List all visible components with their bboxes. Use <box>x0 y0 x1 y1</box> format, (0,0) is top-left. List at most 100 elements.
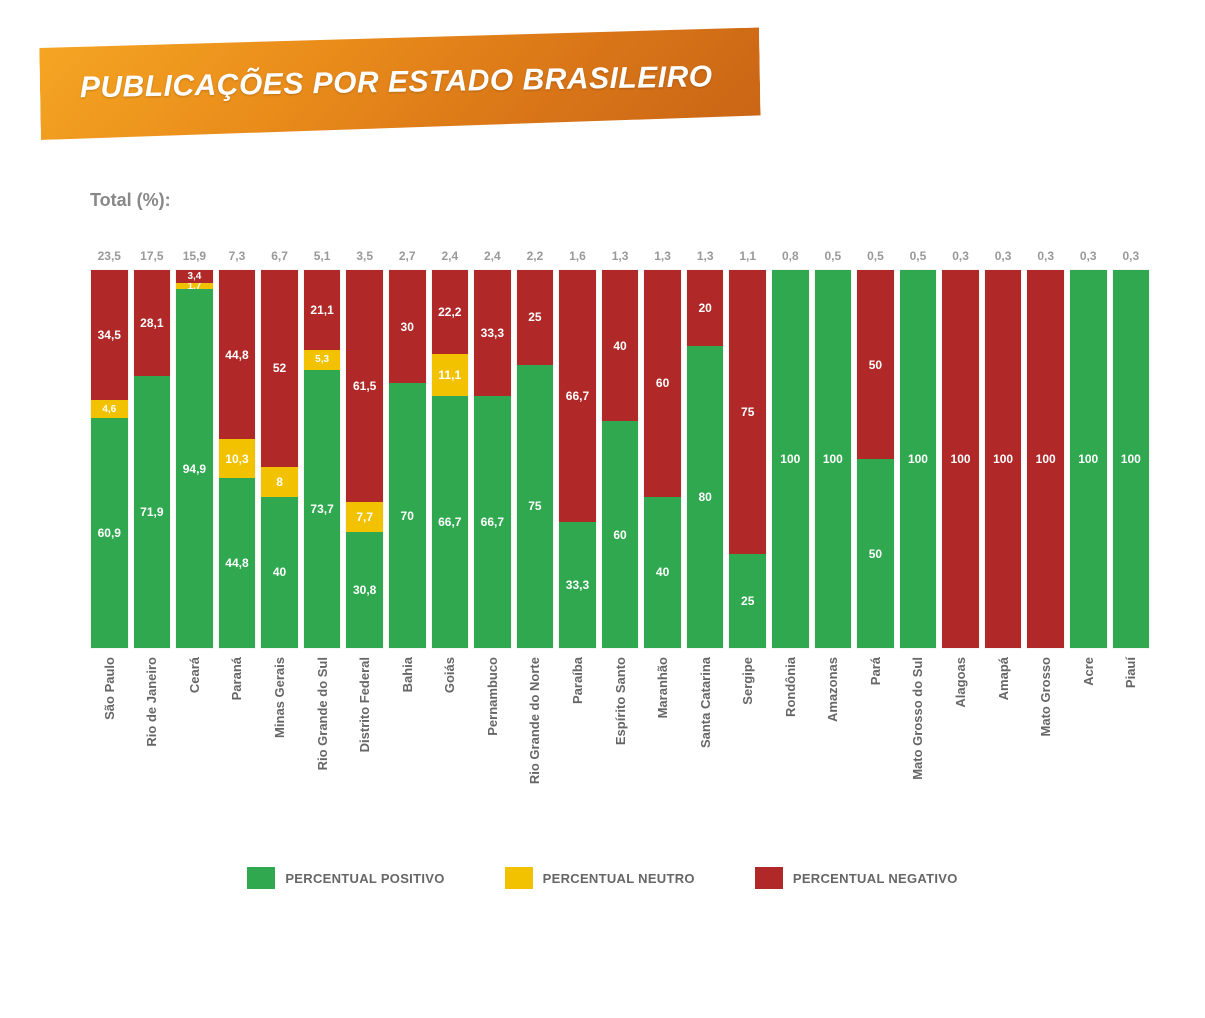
bar-column: 5,121,15,373,7 <box>303 249 342 649</box>
total-value: 17,5 <box>140 249 163 263</box>
chart-container: 23,534,54,660,917,528,171,915,93,41,794,… <box>90 229 1150 837</box>
segment-value: 100 <box>908 452 928 466</box>
bar-segment-positive: 100 <box>815 270 852 648</box>
bar-segment-positive: 66,7 <box>474 396 511 648</box>
state-name: Acre <box>1081 657 1096 686</box>
state-label: Sergipe <box>728 657 767 837</box>
total-value: 2,2 <box>527 249 544 263</box>
state-name: Bahia <box>400 657 415 692</box>
segment-value: 30,8 <box>353 583 376 597</box>
stacked-bar: 100 <box>814 269 853 649</box>
state-name: Rio Grande do Norte <box>527 657 542 784</box>
bar-segment-negative: 20 <box>687 270 724 346</box>
stacked-bar: 33,366,7 <box>473 269 512 649</box>
segment-value: 52 <box>273 361 286 375</box>
bar-segment-negative: 34,5 <box>91 270 128 400</box>
segment-value: 25 <box>528 310 541 324</box>
bar-segment-negative: 100 <box>942 270 979 648</box>
segment-value: 61,5 <box>353 379 376 393</box>
state-label: Distrito Federal <box>345 657 384 837</box>
legend-item-negative: PERCENTUAL NEGATIVO <box>755 867 958 889</box>
segment-value: 44,8 <box>225 348 248 362</box>
segment-value: 73,7 <box>310 502 333 516</box>
bar-segment-negative: 3,4 <box>176 270 213 283</box>
state-name: Goiás <box>442 657 457 693</box>
segment-value: 75 <box>741 405 754 419</box>
total-value: 0,5 <box>910 249 927 263</box>
stacked-bar: 3070 <box>388 269 427 649</box>
total-value: 6,7 <box>271 249 288 263</box>
segment-value: 40 <box>273 565 286 579</box>
segment-value: 50 <box>869 547 882 561</box>
bar-column: 0,3100 <box>984 249 1023 649</box>
bar-segment-neutral: 10,3 <box>219 439 256 478</box>
state-label: Minas Gerais <box>260 657 299 837</box>
segment-value: 60 <box>613 528 626 542</box>
legend: PERCENTUAL POSITIVOPERCENTUAL NEUTROPERC… <box>40 867 1165 889</box>
state-name: Alagoas <box>953 657 968 708</box>
stacked-bar: 100 <box>1112 269 1151 649</box>
state-label: Mato Grosso <box>1026 657 1065 837</box>
segment-value: 100 <box>823 452 843 466</box>
segment-value: 34,5 <box>98 328 121 342</box>
total-percent-label: Total (%): <box>90 190 1165 211</box>
bar-segment-positive: 100 <box>1070 270 1107 648</box>
state-label: Ceará <box>175 657 214 837</box>
state-name: Santa Catarina <box>698 657 713 748</box>
bar-column: 1,6 66,7 33,3 <box>558 249 597 649</box>
bar-segment-positive: 66,7 <box>432 396 469 648</box>
segment-value: 66,7 <box>566 389 589 403</box>
bar-segment-positive: 33,3 <box>559 522 596 648</box>
segment-value: 75 <box>528 499 541 513</box>
segment-value: 11,1 <box>438 368 461 382</box>
legend-item-positive: PERCENTUAL POSITIVO <box>247 867 444 889</box>
bar-column: 1,36040 <box>643 249 682 649</box>
bar-column: 0,5 100 <box>899 249 938 649</box>
state-label: Pernambuco <box>473 657 512 837</box>
segment-value: 50 <box>869 358 882 372</box>
bar-column: 7,344,810,344,8 <box>218 249 257 649</box>
state-name: Rondônia <box>783 657 798 717</box>
state-label: Maranhão <box>643 657 682 837</box>
state-name: Paraná <box>229 657 244 700</box>
state-label: Espírito Santo <box>601 657 640 837</box>
bar-segment-positive: 40 <box>644 497 681 648</box>
stacked-bar: 3,41,794,9 <box>175 269 214 649</box>
bar-segment-negative: 66,7 <box>559 270 596 522</box>
bar-segment-negative: 50 <box>857 270 894 459</box>
legend-swatch <box>755 867 783 889</box>
segment-value: 100 <box>1121 452 1141 466</box>
segment-value: 100 <box>1078 452 1098 466</box>
stacked-bar: 44,8 10,3 44,8 <box>218 269 257 649</box>
state-name: Mato Grosso do Sul <box>910 657 925 780</box>
state-name: Amazonas <box>825 657 840 722</box>
bar-segment-positive: 100 <box>772 270 809 648</box>
state-label: Rio Grande do Norte <box>516 657 555 837</box>
state-label: Amazonas <box>814 657 853 837</box>
stacked-bar: 100 <box>899 269 938 649</box>
total-value: 0,3 <box>952 249 969 263</box>
state-name: Espírito Santo <box>613 657 628 745</box>
bar-segment-positive: 100 <box>1113 270 1150 648</box>
bar-segment-negative: 52 <box>261 270 298 467</box>
bar-column: 3,561,57,730,8 <box>345 249 384 649</box>
total-value: 2,4 <box>441 249 458 263</box>
total-value: 1,3 <box>612 249 629 263</box>
bar-column: 0,3100 <box>1112 249 1151 649</box>
segment-value: 60 <box>656 376 669 390</box>
bar-segment-positive: 44,8 <box>219 478 256 647</box>
segment-value: 7,7 <box>356 510 373 524</box>
segment-value: 44,8 <box>225 556 248 570</box>
stacked-bar: 34,54,660,9 <box>90 269 129 649</box>
total-value: 0,5 <box>867 249 884 263</box>
legend-swatch <box>247 867 275 889</box>
segment-value: 40 <box>656 565 669 579</box>
segment-value: 28,1 <box>140 316 163 330</box>
bar-column: 15,93,41,794,9 <box>175 249 214 649</box>
total-value: 1,6 <box>569 249 586 263</box>
segment-value: 100 <box>1036 452 1056 466</box>
total-value: 1,1 <box>739 249 756 263</box>
segment-value: 5,3 <box>315 354 329 365</box>
banner-title: PUBLICAÇÕES POR ESTADO BRASILEIRO <box>39 27 761 138</box>
bar-segment-neutral: 7,7 <box>346 502 383 531</box>
